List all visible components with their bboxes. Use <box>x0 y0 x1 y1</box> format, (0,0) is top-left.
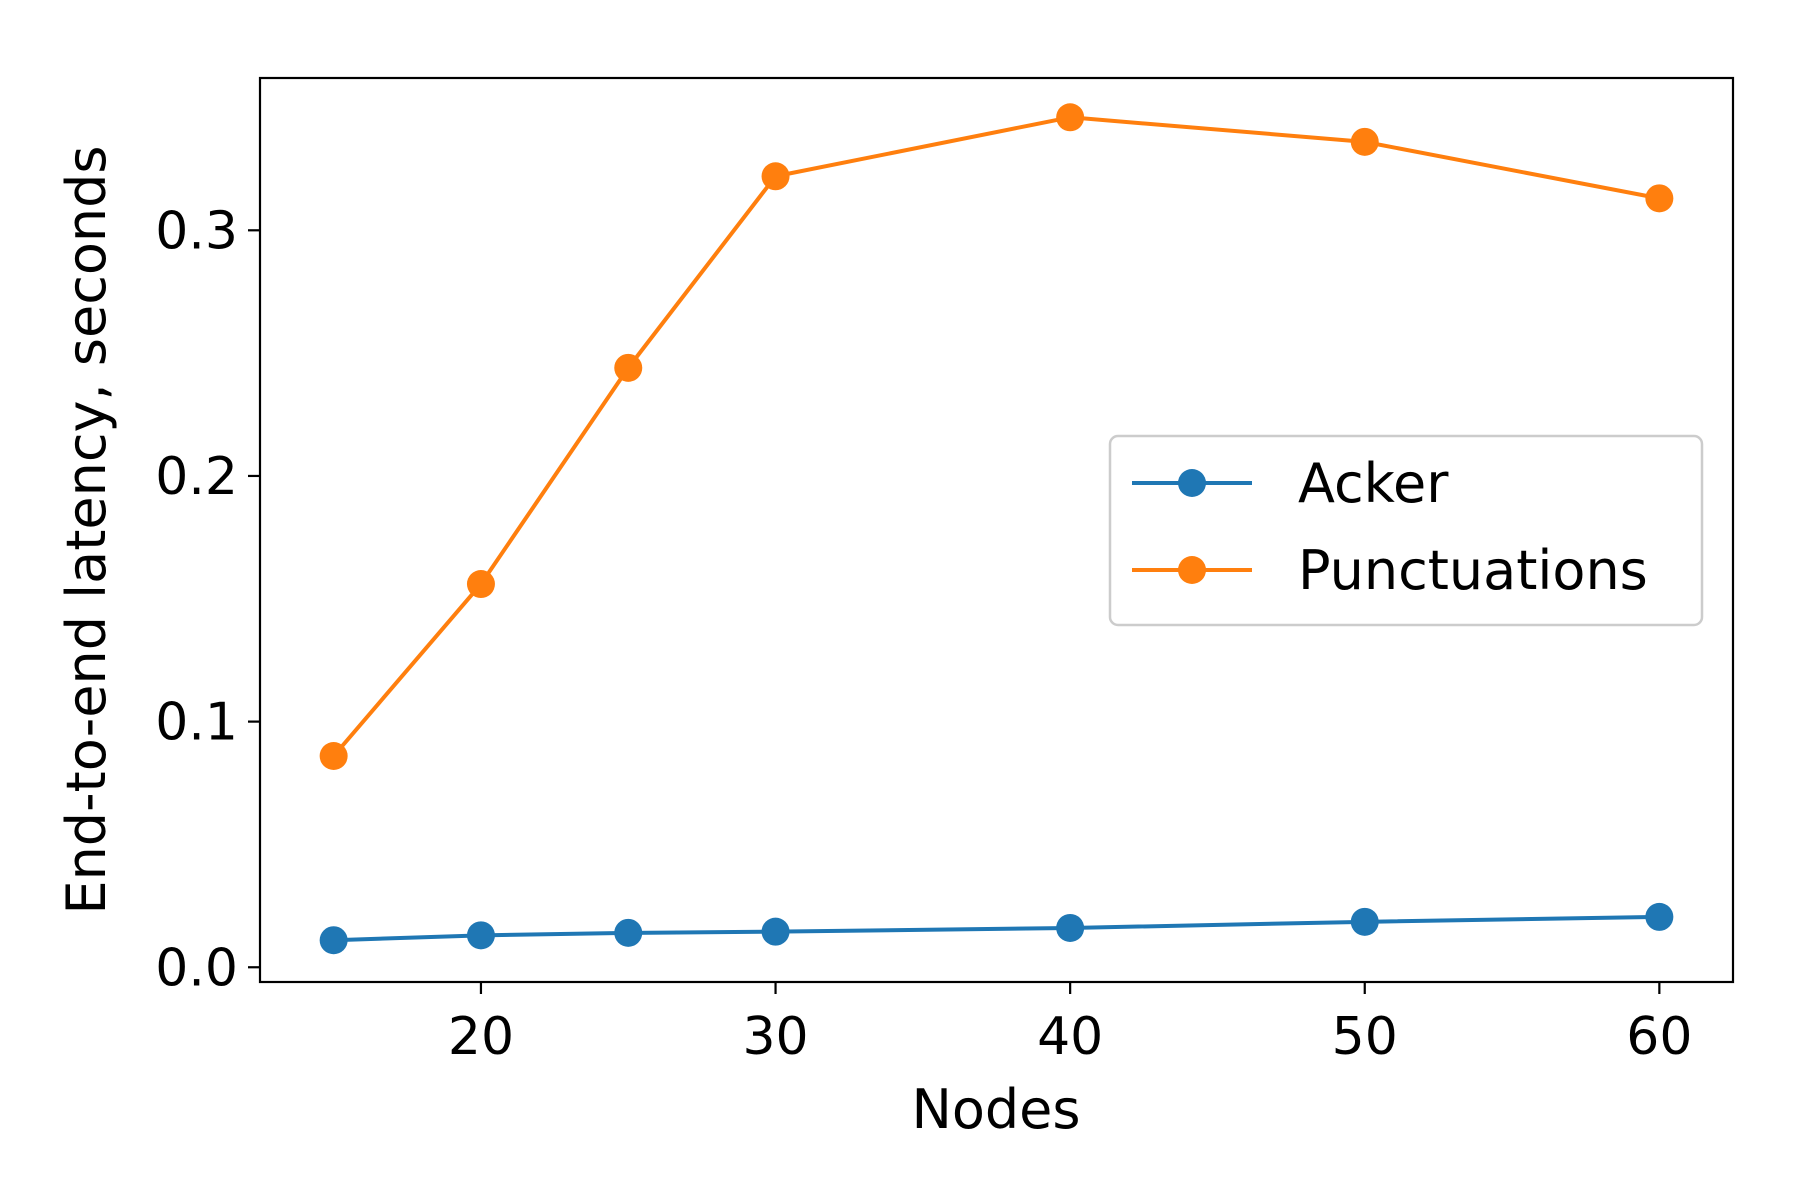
y-tick-label: 0.3 <box>155 201 238 261</box>
data-point-punctuations <box>1350 127 1379 156</box>
data-point-acker <box>466 921 495 950</box>
legend-marker-punctuations <box>1178 556 1206 584</box>
x-tick-label: 40 <box>1037 1007 1103 1067</box>
data-point-punctuations <box>319 742 348 770</box>
y-tick-label: 0.0 <box>155 938 238 998</box>
x-tick-label: 50 <box>1332 1007 1398 1067</box>
data-point-acker <box>1056 913 1085 942</box>
data-point-punctuations <box>1056 103 1085 132</box>
x-tick-label: 20 <box>448 1007 514 1067</box>
legend: Acker Punctuations <box>1108 434 1704 627</box>
data-point-punctuations <box>466 570 495 599</box>
data-point-punctuations <box>1645 184 1674 213</box>
x-axis-label: Nodes <box>911 1078 1080 1141</box>
legend-label-acker: Acker <box>1298 452 1449 515</box>
plot-frame <box>258 76 1735 984</box>
data-point-acker <box>1350 907 1379 936</box>
data-point-acker <box>319 926 348 955</box>
data-point-punctuations <box>761 162 790 191</box>
y-axis-ticks: 0.0 0.1 0.2 0.3 <box>155 201 260 998</box>
data-point-acker <box>761 917 790 946</box>
x-tick-label: 30 <box>742 1007 808 1067</box>
legend-frame <box>1108 434 1704 627</box>
data-point-punctuations <box>614 353 643 382</box>
legend-label-punctuations: Punctuations <box>1298 539 1648 602</box>
series-layer <box>319 103 1674 955</box>
y-tick-label: 0.2 <box>155 447 238 507</box>
y-tick-label: 0.1 <box>155 693 238 753</box>
data-point-acker <box>1645 902 1674 931</box>
x-axis-ticks: 20 30 40 50 60 <box>448 982 1692 1067</box>
legend-marker-acker <box>1178 469 1206 497</box>
y-axis-label: End-to-end latency, seconds <box>55 145 118 914</box>
data-point-acker <box>614 918 643 947</box>
x-tick-label: 60 <box>1626 1007 1692 1067</box>
